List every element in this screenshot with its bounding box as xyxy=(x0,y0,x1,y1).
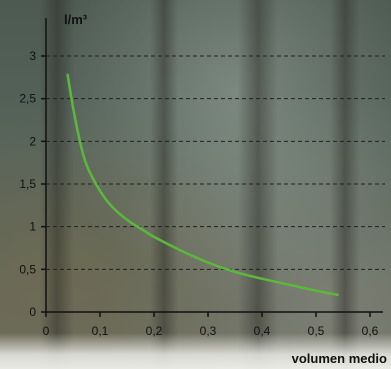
x-tick-label: 0,3 xyxy=(200,324,217,338)
y-tick-label: 0 xyxy=(29,305,36,319)
data-series xyxy=(66,73,339,297)
series-line xyxy=(66,73,339,297)
x-tick-label: 0,6 xyxy=(362,324,379,338)
y-tick-label: 3 xyxy=(29,49,36,63)
y-tick-label: 2 xyxy=(29,134,36,148)
tick-labels: 0 0,5 1 1,5 2 2,5 3 0 0,1 0,2 0,3 0,4 0,5 0,6 xyxy=(19,49,378,338)
x-tick-label: 0,4 xyxy=(254,324,271,338)
tick-marks xyxy=(41,55,371,317)
y-tick-label: 0,5 xyxy=(19,262,36,276)
x-axis-title: volumen medio xyxy=(292,351,387,366)
y-axis-title: l/m³ xyxy=(64,12,88,27)
background-fog xyxy=(0,333,391,369)
grid-lines xyxy=(46,55,385,270)
axes xyxy=(45,18,383,313)
y-tick-label: 2,5 xyxy=(19,92,36,106)
x-tick-label: 0,1 xyxy=(92,324,109,338)
y-tick-label: 1,5 xyxy=(19,177,36,191)
x-tick-label: 0,2 xyxy=(146,324,163,338)
x-tick-label: 0,5 xyxy=(308,324,325,338)
y-tick-label: 1 xyxy=(29,220,36,234)
x-tick-label: 0 xyxy=(43,324,50,338)
